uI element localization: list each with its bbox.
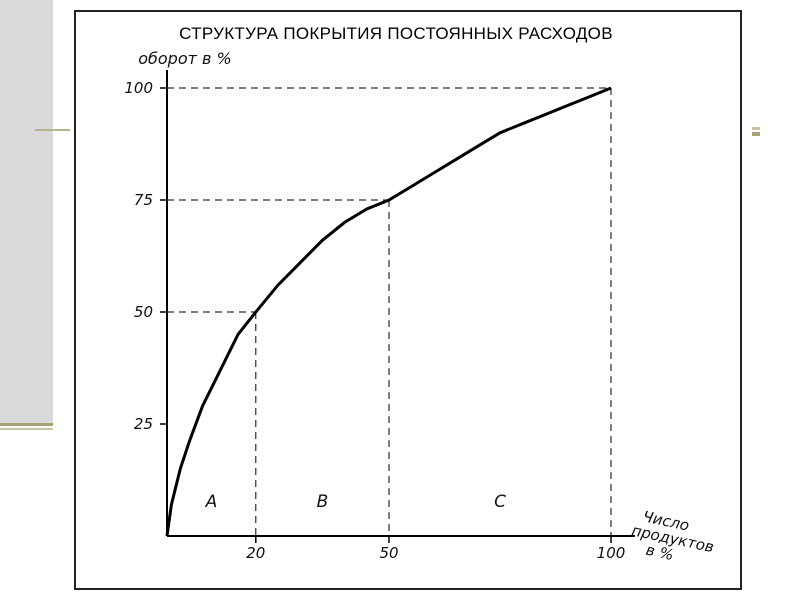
y-axis-label: оборот в % (138, 49, 232, 68)
y-tick-label-1: 50 (134, 303, 153, 321)
decor-mark-right-2 (752, 132, 760, 136)
left-decor-line-thin (0, 428, 53, 430)
decor-dash-left (35, 129, 70, 131)
x-tick-label-0: 20 (246, 544, 265, 562)
guide-lines (167, 87, 612, 536)
decor-mark-right (752, 127, 760, 130)
series-curve (165, 86, 612, 537)
x-ticks: 20 50 100 (246, 536, 625, 562)
y-tick-label-3: 100 (124, 79, 153, 97)
region-labels: A B C (205, 492, 506, 512)
y-tick-label-0: 25 (134, 415, 153, 433)
x-tick-label-1: 50 (379, 544, 398, 562)
chart-frame (74, 10, 742, 590)
left-decor-band (0, 0, 53, 423)
left-decor-line (0, 423, 53, 426)
region-label-a: A (205, 492, 218, 512)
region-label-b: B (317, 492, 329, 512)
chart-title: СТРУКТУРА ПОКРЫТИЯ ПОСТОЯННЫХ РАСХОДОВ (179, 24, 613, 43)
y-ticks: 25 50 75 100 (124, 79, 167, 433)
x-axis-label-line-3: в % (644, 541, 675, 564)
x-axis-label: Число продуктов в % (630, 507, 716, 564)
region-label-c: C (494, 492, 506, 512)
x-tick-label-2: 100 (597, 544, 626, 562)
y-tick-label-2: 75 (134, 191, 153, 209)
